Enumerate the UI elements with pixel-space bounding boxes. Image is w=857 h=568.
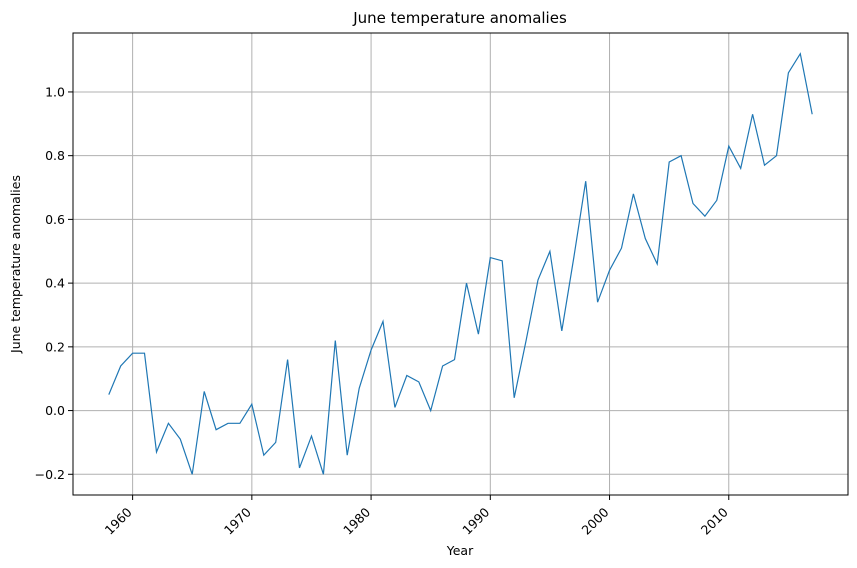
y-tick-label: 1.0 (45, 84, 65, 99)
chart-title: June temperature anomalies (352, 9, 567, 27)
plot-frame (72, 32, 849, 496)
y-tick-label: 0.4 (45, 276, 65, 291)
x-tick-label: 1960 (102, 504, 135, 537)
x-tick-label: 1970 (221, 504, 254, 537)
x-tick-label: 1990 (459, 504, 492, 537)
x-axis: 1960 1970 1980 1990 2000 2010 (102, 495, 731, 538)
x-tick-label: 1980 (340, 504, 373, 537)
series-line (108, 52, 813, 475)
grid-lines (73, 33, 848, 495)
y-tick-label: 0.2 (45, 339, 65, 354)
x-axis-label: Year (446, 543, 474, 558)
y-tick-label: −0.2 (35, 467, 65, 482)
y-axis: −0.2 0.0 0.2 0.4 0.6 0.8 1.0 (35, 84, 73, 482)
x-tick-label: 2000 (579, 504, 612, 537)
y-axis-label: June temperature anomalies (8, 175, 23, 354)
y-tick-label: 0.6 (45, 212, 65, 227)
x-tick-label: 2010 (698, 504, 731, 537)
y-tick-label: 0.8 (45, 148, 65, 163)
y-tick-label: 0.0 (45, 403, 65, 418)
